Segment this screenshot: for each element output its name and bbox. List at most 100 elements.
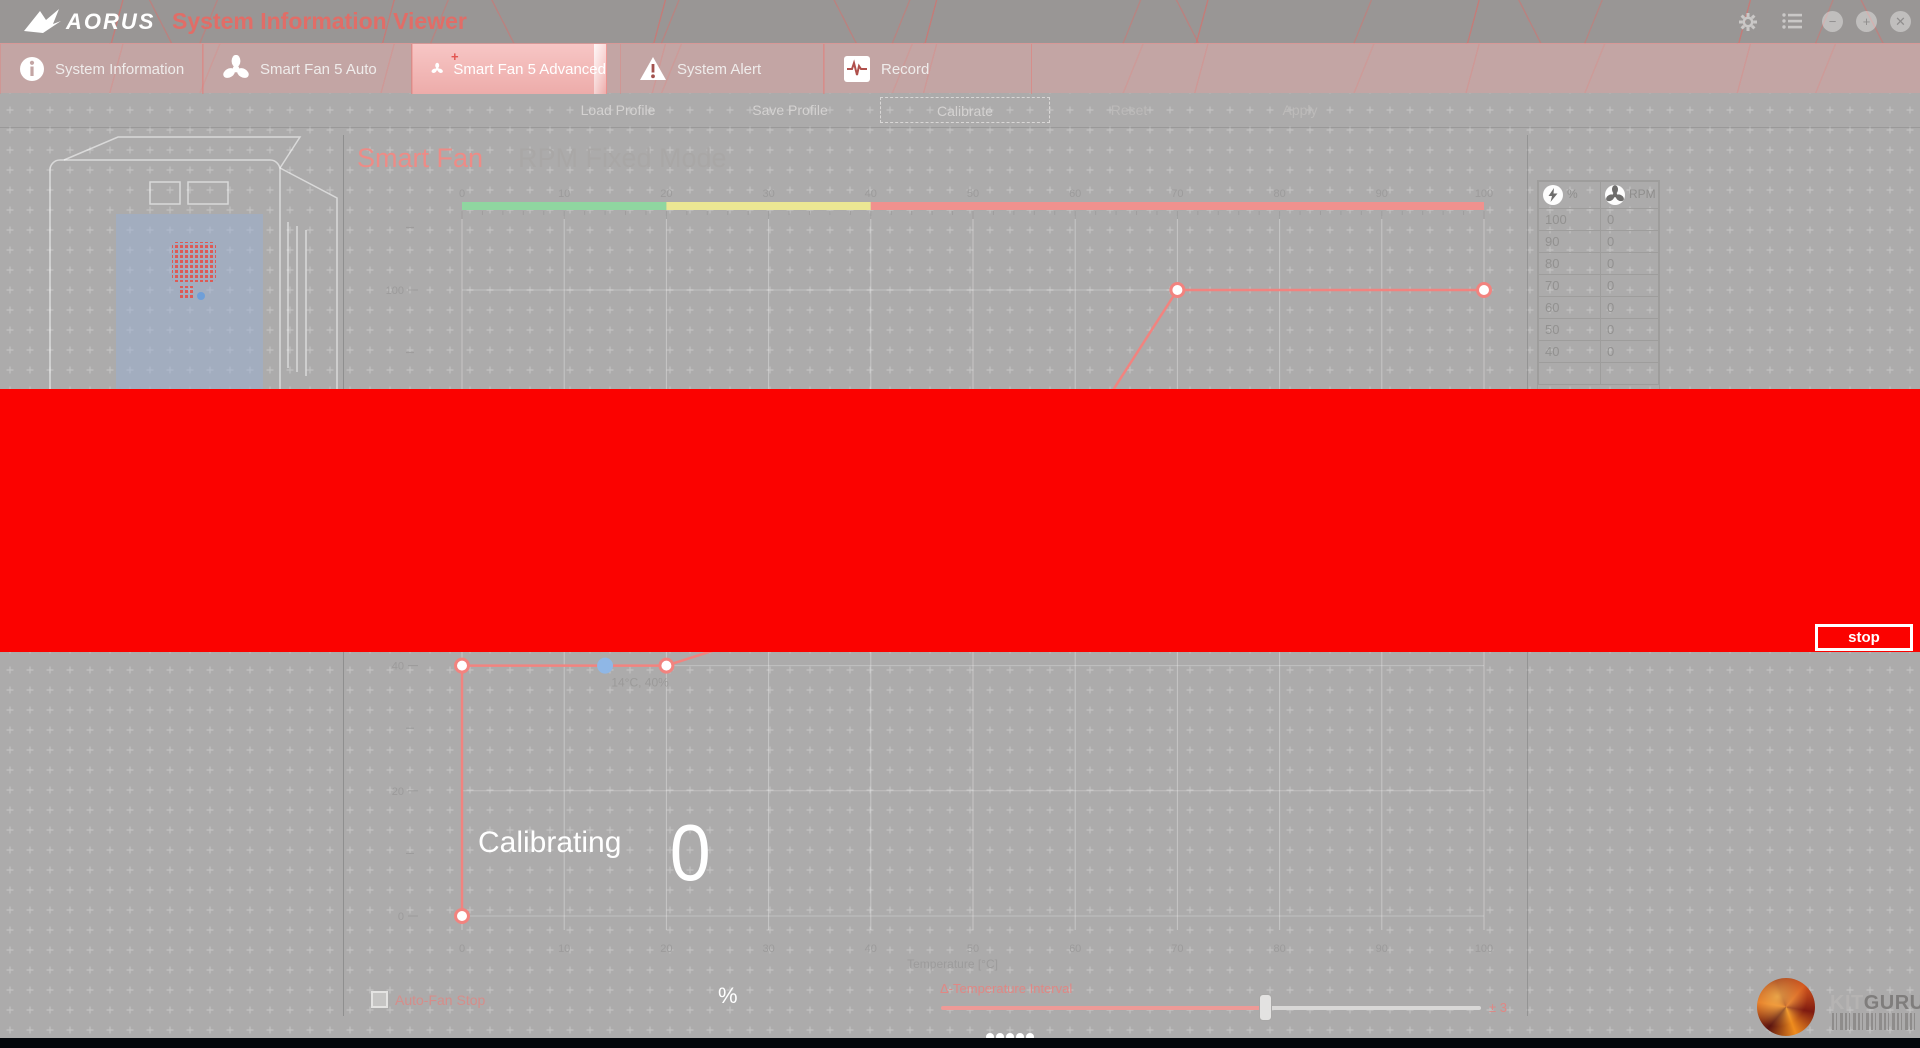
table-cell: 60 [1538, 296, 1601, 319]
delta-temperature-slider[interactable] [941, 994, 1481, 1021]
percent-column-header: % [1538, 181, 1601, 209]
x-axis-label: 40 [865, 943, 877, 955]
aorus-falcon-logo-icon [24, 9, 61, 33]
warning-icon [640, 57, 666, 80]
kitguru-wordmark: KITGURU [1830, 992, 1920, 1014]
tab-label: Record [881, 60, 930, 78]
fan-curve-point[interactable] [454, 657, 470, 674]
top-scale-number: 40 [865, 188, 877, 200]
titlebar: AORUS System Information Viewer − + ✕ [0, 0, 1920, 43]
top-scale-number: 70 [1171, 188, 1183, 200]
x-axis-label: 60 [1069, 943, 1081, 955]
fan-icon [1605, 185, 1625, 205]
auto-fan-stop-label: Auto-Fan Stop [395, 992, 486, 1008]
tab-label: System Alert [677, 60, 762, 78]
temperature-zone-bar [870, 202, 1484, 210]
tab-smart-fan-5-auto[interactable]: Smart Fan 5 Auto [203, 44, 412, 94]
fan-plus-mark: + [451, 48, 459, 64]
rpm-fixed-mode-toggle[interactable]: RPM Fixed Mode [518, 143, 727, 173]
table-row: 90 0 [1538, 230, 1659, 253]
table-row: 40 0 [1538, 340, 1659, 363]
rpm-percent-table: % RPM 100 0 90 0 80 0 70 0 60 0 50 0 40 0 [1537, 180, 1660, 390]
stop-button[interactable]: stop [1815, 624, 1913, 651]
temperature-zone-bar [666, 202, 871, 210]
y-axis-label: 0 [398, 911, 404, 923]
x-axis-label: 30 [762, 943, 774, 955]
app-title: System Information Viewer [172, 8, 467, 34]
kitguru-barcode [1832, 1013, 1918, 1030]
list-view-icon[interactable] [1782, 12, 1804, 30]
motherboard-region [116, 214, 263, 404]
lightning-icon [1543, 185, 1563, 205]
fan-icon [223, 55, 249, 78]
tab-bar: System Information Smart Fan 5 Auto + Sm… [0, 43, 1920, 94]
top-scale-number: 20 [660, 188, 672, 200]
fan-plus-icon [431, 62, 443, 73]
cpu-fan-marker-icon [172, 242, 216, 282]
top-scale-number: 100 [1475, 188, 1493, 200]
tab-system-alert[interactable]: System Alert [620, 44, 824, 94]
minimize-button[interactable]: − [1822, 11, 1843, 32]
fan-curve-point[interactable] [454, 908, 470, 924]
y-axis-label: 20 [392, 786, 404, 798]
info-icon [20, 57, 44, 81]
apply-button[interactable]: Apply [1282, 102, 1318, 118]
fan-curve-point[interactable] [658, 657, 675, 674]
tab-system-information[interactable]: System Information [0, 44, 203, 94]
table-cell: 0 [1600, 296, 1659, 319]
fan-curve-line [1109, 288, 1484, 394]
maximize-button[interactable]: + [1856, 11, 1877, 32]
kitguru-logo-icon [1757, 978, 1815, 1036]
table-cell: 100 [1538, 208, 1601, 231]
tab-record[interactable]: Record [824, 44, 1032, 94]
x-axis-label: 90 [1376, 943, 1388, 955]
x-axis-label: 100 [1475, 943, 1493, 955]
y-axis-label: 40 [392, 661, 404, 673]
table-cell: 0 [1600, 274, 1659, 297]
current-point-label: 14°C, 40% [611, 676, 669, 690]
waveform-icon [844, 56, 870, 82]
fan-curve-point[interactable] [1476, 282, 1492, 298]
table-row: 70 0 [1538, 274, 1659, 297]
x-axis-label: 0 [459, 943, 465, 955]
x-axis-title: Temperature [°C] [907, 957, 998, 971]
auto-fan-stop-checkbox[interactable] [371, 991, 388, 1008]
chip-marker-icon [180, 286, 194, 298]
gear-icon[interactable] [1736, 10, 1760, 34]
fan-curve-point[interactable] [1169, 282, 1186, 298]
y-axis-label: 100 [386, 285, 404, 297]
load-profile-button[interactable]: Load Profile [580, 102, 656, 118]
table-row [1538, 362, 1659, 385]
calibration-overlay: Calibrating 0 % [0, 389, 1920, 1041]
tab-smart-fan-5-advanced[interactable]: + Smart Fan 5 Advanced [412, 44, 607, 94]
brand-name: AORUS [66, 9, 156, 34]
bottom-letterbox-bar [0, 1038, 1920, 1048]
table-cell: 0 [1600, 318, 1659, 341]
top-scale-number: 10 [558, 188, 570, 200]
smart-fan-heading: Smart Fan [357, 143, 484, 173]
table-row: 60 0 [1538, 296, 1659, 319]
profile-toolbar: Load Profile Save Profile Calibrate Rese… [0, 93, 1920, 128]
tab-label: Smart Fan 5 Advanced [453, 60, 606, 78]
delta-temperature-interval-label: Δ-Temperature Interval [940, 981, 1073, 996]
top-scale-number: 50 [967, 188, 979, 200]
x-axis-label: 70 [1171, 943, 1183, 955]
table-cell: 40 [1538, 340, 1601, 363]
calibrate-button[interactable]: Calibrate [880, 97, 1050, 123]
close-button[interactable]: ✕ [1890, 11, 1911, 32]
save-profile-button[interactable]: Save Profile [752, 102, 828, 118]
table-cell: 50 [1538, 318, 1601, 341]
current-temperature-dot [597, 657, 614, 674]
reset-button[interactable]: Reset [1110, 102, 1148, 118]
table-cell: 0 [1600, 230, 1659, 253]
tab-label: System Information [55, 60, 185, 78]
slider-handle[interactable] [1259, 994, 1272, 1021]
calibration-percent-value: 0 [669, 808, 711, 897]
kitguru-watermark: KITGURU [1750, 975, 1920, 1037]
top-scale-number: 0 [459, 188, 465, 200]
rpm-column-header: RPM [1600, 181, 1659, 209]
top-scale-number: 30 [762, 188, 774, 200]
table-cell: 80 [1538, 252, 1601, 275]
x-axis-label: 20 [660, 943, 672, 955]
